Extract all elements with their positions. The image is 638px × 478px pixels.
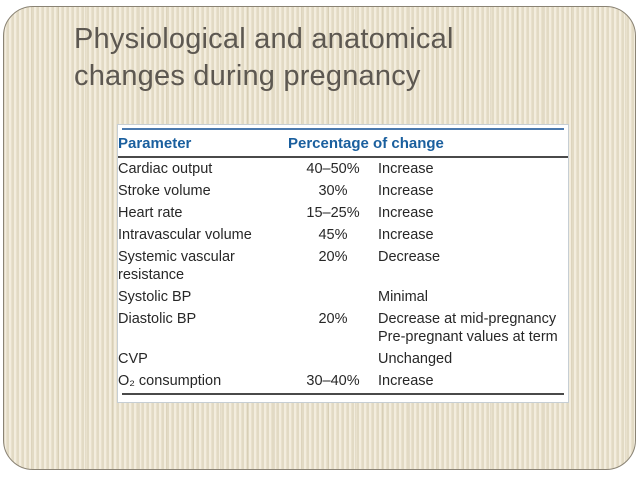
column-header-parameter: Parameter: [118, 130, 288, 158]
table-body: Cardiac output 40–50% Increase Stroke volum…: [118, 157, 568, 392]
table-cell-change: Increase: [378, 227, 434, 243]
column-header-percentage-of-change: Percentage of change: [288, 130, 568, 158]
table-cell-change: Increase: [378, 205, 434, 221]
table-top-rule: [122, 128, 564, 130]
table-row: Systolic BP Minimal: [118, 286, 568, 308]
table-header-row: Parameter Percentage of change: [118, 130, 568, 158]
table-cell-parameter: Systemic vascular resistance: [118, 249, 235, 283]
table-row: Heart rate 15–25% Increase: [118, 202, 568, 224]
table-row: Systemic vascular resistance 20% Decrease: [118, 246, 568, 286]
table-row: Intravascular volume 45% Increase: [118, 224, 568, 246]
table-cell-percentage: 15–25%: [306, 205, 360, 221]
table-cell-change: Decrease at mid-pregnancy Pre-pregnant v…: [378, 311, 558, 345]
table-cell-percentage: 30%: [318, 183, 348, 199]
table-cell-percentage: 30–40%: [306, 373, 360, 389]
table-cell-parameter: Stroke volume: [118, 183, 211, 199]
table-cell-change: Unchanged: [378, 351, 453, 367]
table-cell-parameter: Diastolic BP: [118, 311, 197, 327]
table-cell-change: Increase: [378, 373, 434, 389]
slide-title: Physiological and anatomical changes dur…: [74, 23, 454, 92]
table-cell-percentage: 20%: [318, 311, 348, 327]
table-cell-percentage: [288, 348, 378, 370]
pregnancy-changes-table-panel: Parameter Percentage of change Cardiac o…: [117, 124, 569, 403]
table-cell-change: Increase: [378, 183, 434, 199]
table-cell-parameter: Heart rate: [118, 205, 183, 221]
table-cell-parameter: O₂ consumption: [118, 373, 222, 389]
table-cell-change: Increase: [378, 161, 434, 177]
table-cell-percentage: 40–50%: [306, 161, 360, 177]
table-cell-change: Decrease: [378, 249, 441, 265]
table-cell-change: Minimal: [378, 289, 428, 305]
table-row: Cardiac output 40–50% Increase: [118, 157, 568, 180]
table-bottom-rule: [122, 393, 564, 395]
table-cell-percentage: 45%: [318, 227, 348, 243]
pregnancy-changes-table: Parameter Percentage of change Cardiac o…: [118, 130, 568, 392]
table-cell-parameter: Cardiac output: [118, 161, 213, 177]
table-cell-parameter: Systolic BP: [118, 289, 192, 305]
slide-background: Physiological and anatomical changes dur…: [3, 6, 636, 470]
table-row: Diastolic BP 20% Decrease at mid-pregnancy…: [118, 308, 568, 348]
table-row: O₂ consumption 30–40% Increase: [118, 370, 568, 392]
table-cell-parameter: CVP: [118, 351, 148, 367]
table-cell-percentage: [288, 286, 378, 308]
table-cell-percentage: 20%: [318, 249, 348, 265]
table-row: Stroke volume 30% Increase: [118, 180, 568, 202]
table-cell-parameter: Intravascular volume: [118, 227, 252, 243]
table-row: CVP Unchanged: [118, 348, 568, 370]
